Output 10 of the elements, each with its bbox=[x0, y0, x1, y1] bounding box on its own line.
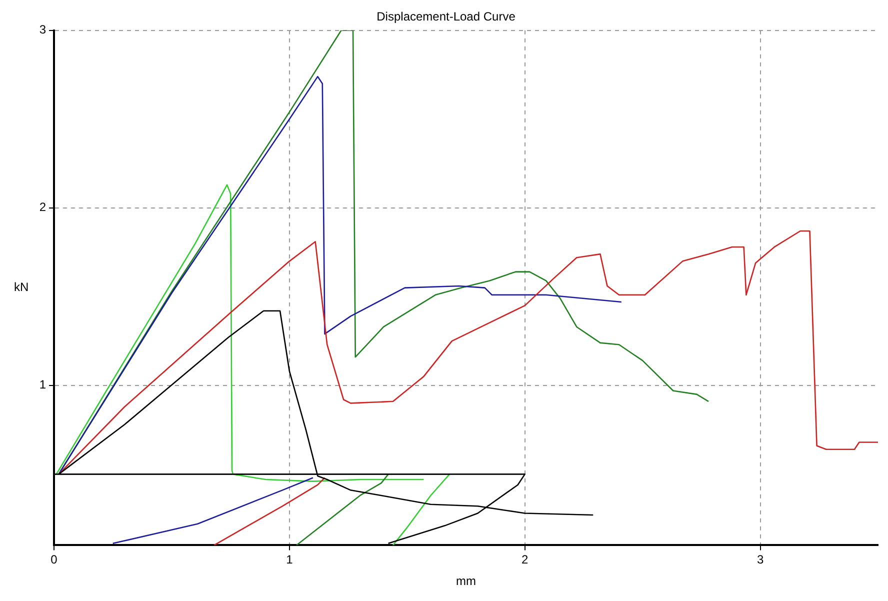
y-axis-title: kN bbox=[14, 280, 29, 294]
x-tick-label: 1 bbox=[286, 552, 294, 567]
y-tick-label: 1 bbox=[39, 378, 46, 392]
x-tick-label: 3 bbox=[756, 552, 764, 567]
x-tick-label: 0 bbox=[50, 552, 58, 567]
y-tick-label: 3 bbox=[39, 22, 46, 37]
x-axis-title: mm bbox=[456, 574, 476, 588]
chart-title: Displacement-Load Curve bbox=[376, 10, 516, 24]
x-tick-label: 2 bbox=[522, 552, 529, 567]
y-tick-label: 2 bbox=[39, 200, 46, 214]
